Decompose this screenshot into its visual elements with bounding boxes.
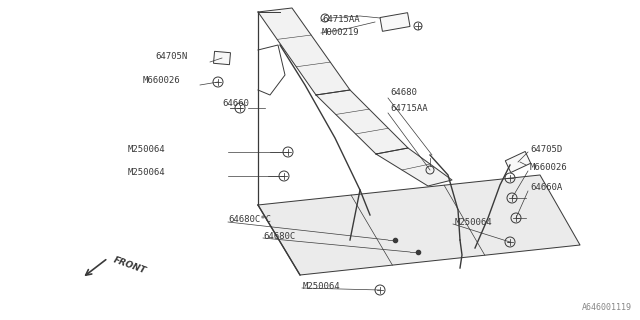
Text: 64660A: 64660A xyxy=(530,183,563,192)
Text: M660026: M660026 xyxy=(143,76,180,85)
Text: 64680C*C: 64680C*C xyxy=(228,215,271,224)
Text: 64680C: 64680C xyxy=(263,232,295,241)
Text: M250064: M250064 xyxy=(128,168,166,177)
Text: 64680: 64680 xyxy=(390,88,417,97)
Text: 64715AA: 64715AA xyxy=(390,104,428,113)
Polygon shape xyxy=(258,8,350,95)
Text: FRONT: FRONT xyxy=(112,255,147,275)
Polygon shape xyxy=(258,175,580,275)
Text: 64660: 64660 xyxy=(222,99,249,108)
Polygon shape xyxy=(376,148,452,186)
Text: M660026: M660026 xyxy=(530,163,568,172)
Text: A646001119: A646001119 xyxy=(582,303,632,312)
Text: M250064: M250064 xyxy=(455,218,493,227)
Bar xyxy=(214,51,230,65)
Text: M000219: M000219 xyxy=(322,28,360,37)
Text: M250064: M250064 xyxy=(128,145,166,154)
Text: 64715AA: 64715AA xyxy=(322,15,360,24)
Text: 64705N: 64705N xyxy=(155,52,188,61)
Text: 64705D: 64705D xyxy=(530,145,563,154)
Bar xyxy=(506,151,531,172)
Polygon shape xyxy=(316,90,408,154)
Text: M250064: M250064 xyxy=(303,282,340,291)
Bar xyxy=(380,13,410,31)
